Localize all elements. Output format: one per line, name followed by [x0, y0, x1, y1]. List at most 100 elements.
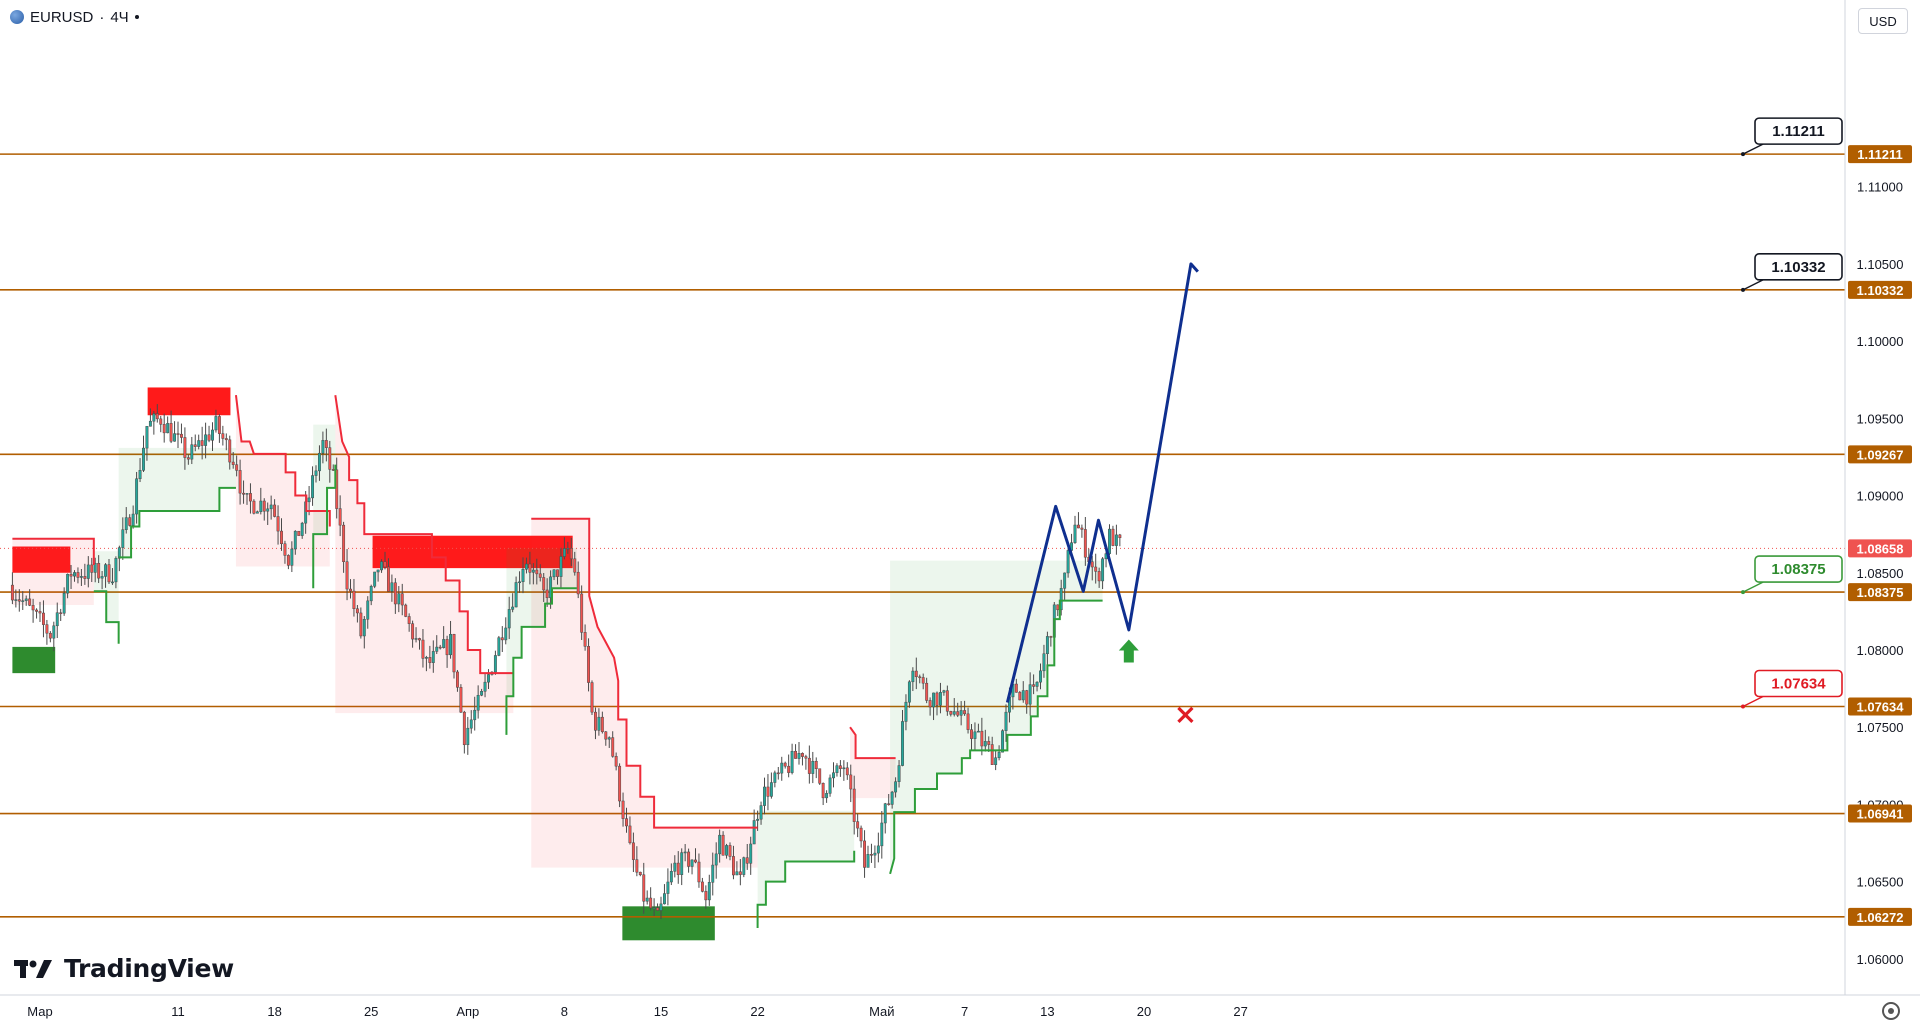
candle[interactable] [597, 708, 601, 736]
candle[interactable] [1045, 631, 1049, 666]
candle[interactable] [497, 635, 501, 657]
candle[interactable] [918, 674, 922, 684]
candle[interactable] [980, 717, 984, 756]
candle[interactable] [904, 694, 908, 731]
candle[interactable] [818, 768, 822, 785]
candle[interactable] [276, 505, 280, 545]
candle[interactable] [245, 493, 249, 505]
candle[interactable] [680, 848, 684, 886]
candle[interactable] [849, 764, 853, 803]
target-callout[interactable]: 1.11211 [1741, 117, 1843, 157]
candle[interactable] [428, 645, 432, 669]
candle[interactable] [721, 831, 725, 856]
interval-label[interactable]: 4Ч [110, 8, 129, 26]
candle[interactable] [383, 551, 387, 570]
candle[interactable] [801, 752, 804, 766]
candle[interactable] [935, 691, 939, 716]
candle[interactable] [976, 723, 980, 733]
candle[interactable] [676, 851, 680, 884]
candle[interactable] [338, 495, 342, 537]
candle[interactable] [148, 408, 152, 427]
candle[interactable] [728, 842, 732, 861]
candle[interactable] [421, 629, 425, 668]
candle[interactable] [707, 874, 711, 906]
candle[interactable] [766, 774, 770, 811]
candle[interactable] [466, 716, 470, 755]
candle[interactable] [1042, 644, 1046, 678]
candle[interactable] [59, 608, 63, 621]
candle[interactable] [611, 731, 615, 758]
candle[interactable] [462, 710, 466, 754]
candle[interactable] [204, 422, 208, 459]
candle[interactable] [1039, 663, 1042, 690]
candle[interactable] [17, 589, 21, 612]
candle[interactable] [1090, 555, 1094, 581]
candle[interactable] [48, 631, 52, 643]
candle[interactable] [690, 859, 694, 875]
candle[interactable] [566, 541, 570, 554]
candle[interactable] [138, 458, 142, 483]
candle[interactable] [504, 617, 508, 645]
candle[interactable] [442, 626, 446, 649]
candle[interactable] [897, 760, 901, 788]
candle[interactable] [197, 434, 201, 450]
candle[interactable] [1101, 557, 1105, 590]
candle[interactable] [390, 574, 394, 602]
candle[interactable] [873, 845, 877, 869]
candle[interactable] [759, 801, 763, 825]
candle[interactable] [887, 793, 891, 806]
candle[interactable] [124, 507, 128, 534]
candle[interactable] [414, 627, 418, 643]
candle[interactable] [683, 844, 687, 862]
candle[interactable] [373, 571, 377, 589]
candle[interactable] [559, 547, 563, 589]
candle[interactable] [273, 499, 277, 518]
candle[interactable] [55, 602, 59, 638]
target-callout[interactable]: 1.10332 [1741, 253, 1843, 292]
candle[interactable] [314, 465, 318, 483]
target-callout[interactable]: 1.07634 [1741, 669, 1843, 709]
candle[interactable] [652, 898, 656, 916]
candle[interactable] [407, 613, 411, 632]
candle[interactable] [983, 729, 987, 752]
candle[interactable] [456, 669, 459, 692]
candle[interactable] [697, 853, 701, 888]
candle[interactable] [883, 802, 887, 834]
candle[interactable] [166, 416, 170, 434]
candle[interactable] [152, 410, 156, 435]
candle[interactable] [1066, 544, 1070, 578]
candle[interactable] [997, 745, 1001, 761]
candle[interactable] [335, 457, 339, 519]
price-axis[interactable]: 1.060001.065001.070001.075001.080001.085… [1844, 0, 1912, 995]
candle[interactable] [949, 710, 953, 717]
candle[interactable] [866, 845, 870, 868]
candle[interactable] [186, 454, 190, 465]
candle[interactable] [1035, 681, 1039, 692]
candle[interactable] [169, 410, 173, 444]
candle[interactable] [452, 633, 456, 679]
candle[interactable] [573, 551, 577, 576]
candle[interactable] [821, 782, 825, 806]
candle[interactable] [880, 811, 884, 859]
candle[interactable] [711, 852, 715, 896]
candle[interactable] [69, 564, 73, 589]
candle[interactable] [349, 579, 352, 599]
candle[interactable] [769, 772, 773, 799]
candle[interactable] [1108, 524, 1111, 556]
candle[interactable] [649, 887, 653, 911]
candle[interactable] [162, 413, 166, 443]
projection-layer[interactable] [1005, 262, 1199, 723]
candle[interactable] [76, 567, 80, 584]
candle[interactable] [700, 877, 704, 893]
candle[interactable] [438, 644, 442, 650]
candle[interactable] [552, 569, 556, 581]
candle[interactable] [870, 843, 873, 863]
candle[interactable] [645, 890, 649, 905]
candle[interactable] [176, 421, 180, 448]
candle[interactable] [562, 537, 566, 560]
candle[interactable] [1001, 729, 1004, 753]
candle[interactable] [970, 724, 973, 750]
candle[interactable] [745, 843, 749, 870]
candle[interactable] [214, 409, 218, 433]
candle[interactable] [114, 556, 118, 589]
